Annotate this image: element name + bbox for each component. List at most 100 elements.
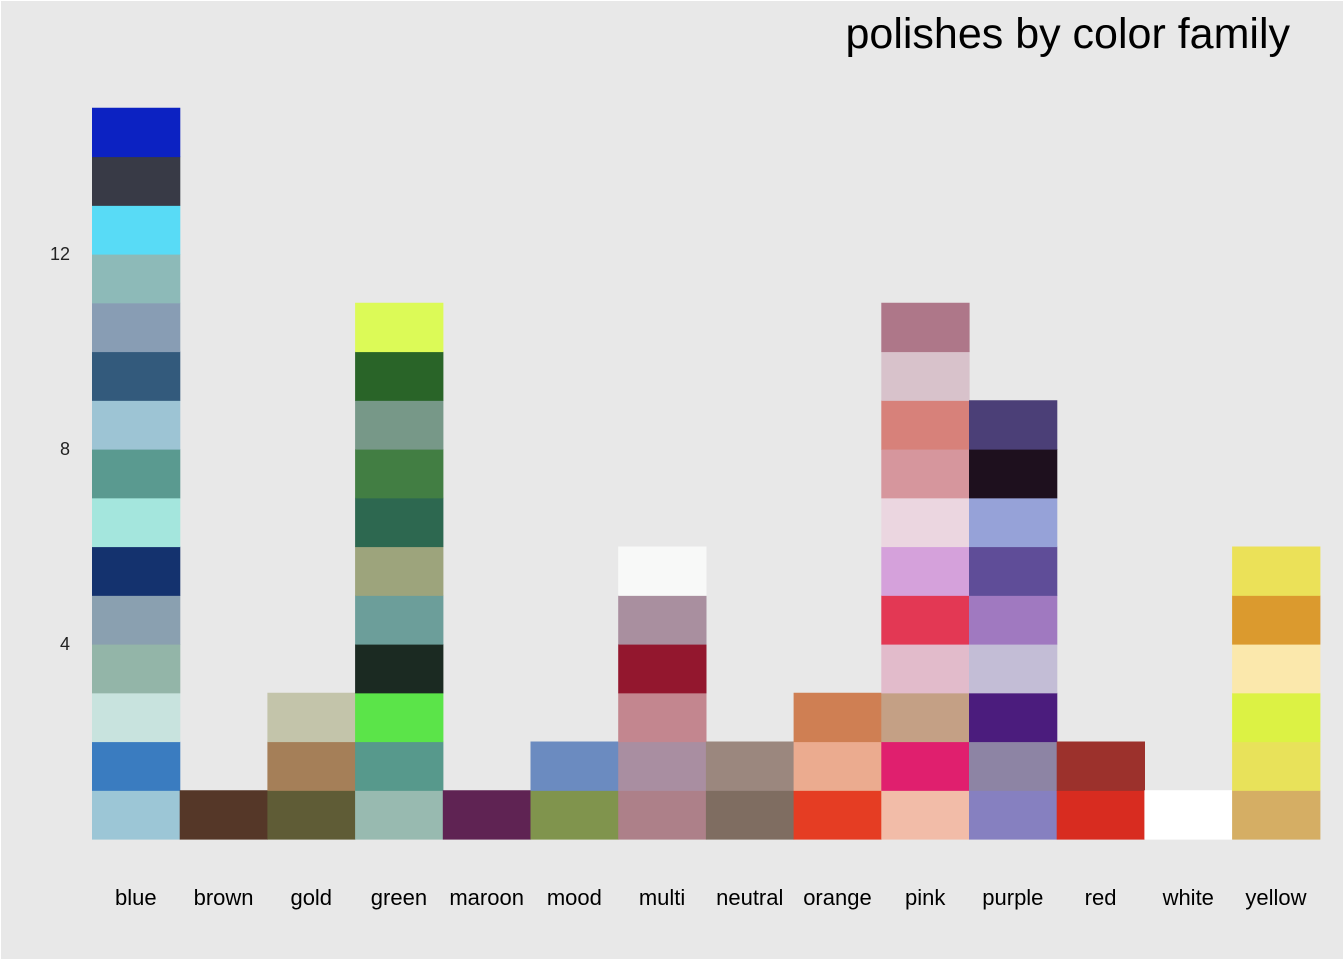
polish-swatch xyxy=(881,644,970,694)
polish-swatch xyxy=(1144,790,1233,840)
polish-swatch xyxy=(881,497,970,548)
bar-multi xyxy=(618,546,707,840)
y-tick-label: 8 xyxy=(60,439,70,459)
bar-red xyxy=(1056,741,1145,840)
polish-swatch xyxy=(618,741,707,791)
polish-swatch xyxy=(92,156,181,206)
polish-swatch xyxy=(355,449,444,499)
polish-swatch xyxy=(267,692,356,743)
category-label-mood: mood xyxy=(547,885,602,910)
category-label-white: white xyxy=(1162,885,1214,910)
polish-swatch xyxy=(1232,595,1321,645)
polish-swatch xyxy=(881,546,970,596)
polish-swatch xyxy=(92,449,181,499)
polish-swatch xyxy=(92,692,181,743)
polish-swatch xyxy=(92,595,181,645)
polish-swatch xyxy=(969,400,1058,450)
polish-swatch xyxy=(1232,790,1321,840)
y-tick-label: 4 xyxy=(60,634,70,654)
polish-swatch xyxy=(881,400,970,450)
polish-swatch xyxy=(92,546,181,596)
polish-swatch xyxy=(355,790,444,840)
polish-swatch xyxy=(92,644,181,694)
polish-swatch xyxy=(267,790,356,840)
y-tick-label: 12 xyxy=(50,244,70,264)
polish-swatch xyxy=(618,692,707,743)
polish-swatch xyxy=(442,790,532,840)
polish-swatch xyxy=(705,741,795,791)
polish-swatch xyxy=(881,790,970,840)
bar-orange xyxy=(793,692,882,840)
polish-swatch xyxy=(355,497,444,548)
polish-swatch xyxy=(881,449,970,499)
polish-swatch xyxy=(530,741,619,791)
polish-swatch xyxy=(969,497,1058,548)
polish-swatch xyxy=(1232,644,1321,694)
polish-swatch xyxy=(618,644,707,694)
polish-swatch xyxy=(267,741,356,791)
polish-swatch xyxy=(969,692,1058,743)
bar-mood xyxy=(530,741,619,840)
polish-swatch xyxy=(92,205,181,255)
polish-swatch xyxy=(92,351,181,401)
category-label-gold: gold xyxy=(290,885,332,910)
polish-swatch xyxy=(355,400,444,450)
bars-group xyxy=(92,107,1321,840)
polish-swatch xyxy=(355,351,444,401)
category-label-orange: orange xyxy=(803,885,872,910)
category-label-neutral: neutral xyxy=(716,885,783,910)
polish-swatch xyxy=(355,546,444,596)
polish-swatch xyxy=(355,741,444,791)
category-label-red: red xyxy=(1085,885,1117,910)
polish-swatch xyxy=(355,644,444,694)
polish-swatch xyxy=(530,790,619,840)
bar-green xyxy=(355,302,444,840)
chart-title: polishes by color family xyxy=(845,10,1290,58)
category-label-brown: brown xyxy=(194,885,254,910)
polish-swatch xyxy=(92,741,181,791)
polish-swatch xyxy=(881,741,970,791)
polish-swatch xyxy=(1232,546,1321,596)
category-label-maroon: maroon xyxy=(449,885,524,910)
polish-swatch xyxy=(355,595,444,645)
category-label-green: green xyxy=(371,885,427,910)
category-label-pink: pink xyxy=(905,885,946,910)
polish-swatch xyxy=(618,790,707,840)
polish-swatch xyxy=(92,107,181,158)
polish-swatch xyxy=(355,692,444,743)
polish-swatch xyxy=(793,692,882,743)
bar-white xyxy=(1144,790,1233,840)
polish-swatch xyxy=(1056,741,1145,791)
x-axis-labels: blue brown gold green maroon mood multi neutral… xyxy=(115,885,1307,910)
polish-swatch xyxy=(92,497,181,548)
category-label-purple: purple xyxy=(982,885,1043,910)
polish-swatch xyxy=(881,351,970,401)
polish-swatch xyxy=(92,790,181,840)
bar-maroon xyxy=(442,790,532,840)
polish-swatch xyxy=(92,254,181,304)
polish-swatch xyxy=(92,400,181,450)
polish-swatch xyxy=(969,595,1058,645)
bar-brown xyxy=(179,790,268,840)
polish-swatch xyxy=(705,790,795,840)
category-label-multi: multi xyxy=(639,885,685,910)
category-label-yellow: yellow xyxy=(1245,885,1306,910)
polish-swatch xyxy=(618,595,707,645)
bar-blue xyxy=(92,107,181,840)
polish-swatch xyxy=(969,546,1058,596)
polish-swatch xyxy=(793,790,882,840)
bar-pink xyxy=(881,302,970,840)
polish-swatch xyxy=(1232,692,1321,743)
polish-swatch xyxy=(969,449,1058,499)
polish-swatch xyxy=(881,692,970,743)
polish-swatch xyxy=(355,302,444,353)
polish-swatch xyxy=(969,741,1058,791)
polish-swatch xyxy=(969,644,1058,694)
polish-swatch xyxy=(881,302,970,353)
polish-swatch xyxy=(969,790,1058,840)
bar-yellow xyxy=(1232,546,1321,840)
bar-gold xyxy=(267,692,356,840)
polish-swatch xyxy=(92,302,181,353)
polish-swatch xyxy=(179,790,268,840)
